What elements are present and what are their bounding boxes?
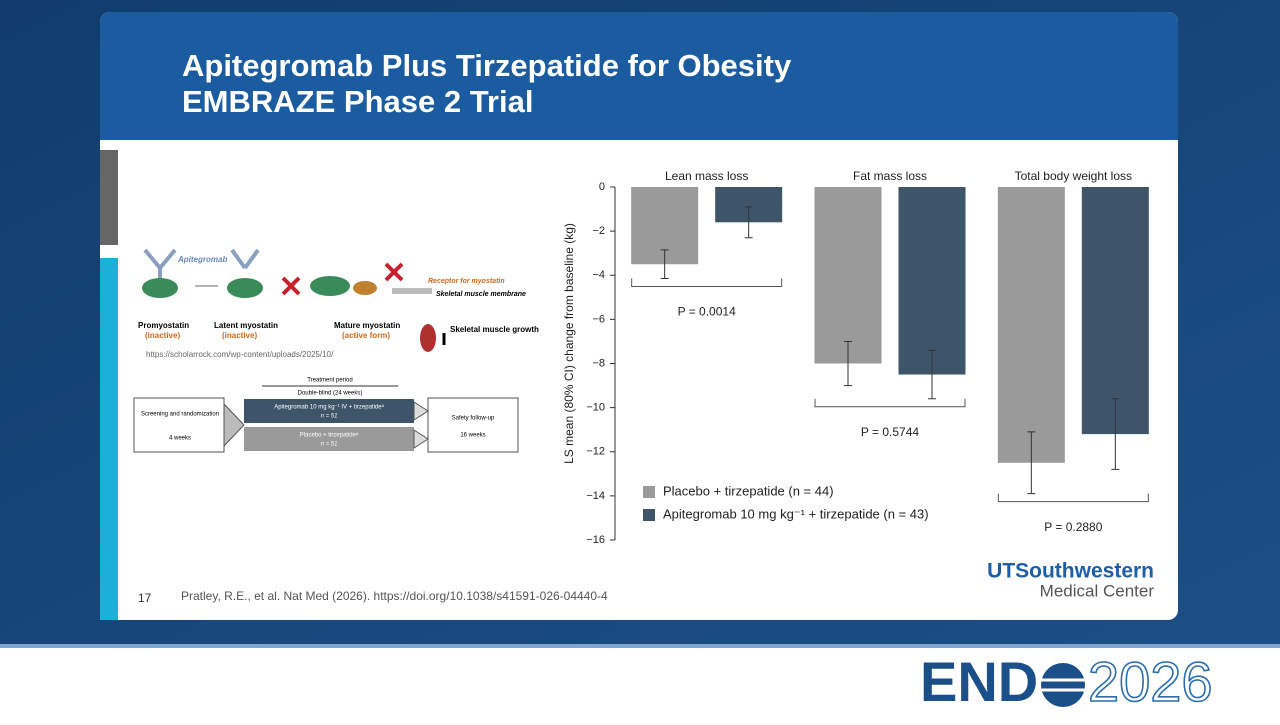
source-url: https://scholarrock.com/wp-content/uploa…	[146, 350, 334, 359]
y-tick-label: −2	[592, 225, 605, 237]
slide-title: Apitegromab Plus Tirzepatide for Obesity	[182, 48, 792, 83]
followup-label: Safety follow-up	[452, 416, 495, 422]
growth-label: Skeletal muscle growth	[450, 325, 539, 334]
p-value: P = 0.0014	[678, 305, 736, 319]
drug-label: Apitegromab	[177, 255, 227, 264]
citation: Pratley, R.E., et al. Nat Med (2026). ht…	[181, 589, 608, 603]
bar	[997, 187, 1065, 463]
y-tick-label: 0	[599, 181, 605, 193]
error-bar	[844, 340, 852, 387]
p-bracket	[814, 398, 966, 408]
endo-globe-lines	[1041, 678, 1085, 692]
arm-placebo-box	[244, 427, 414, 451]
y-tick-label: −4	[592, 269, 605, 281]
stage-name: Mature myostatin	[334, 321, 400, 330]
endo-right: 2026	[1088, 650, 1213, 713]
arm-label: Placebo + tirzepatideᵃ	[300, 433, 359, 439]
stage-name: Promyostatin	[138, 321, 189, 330]
stage-state: (inactive)	[222, 331, 257, 340]
legend-swatch	[643, 509, 655, 521]
slide-number: 17	[138, 591, 152, 605]
stage-state: (active form)	[342, 331, 390, 340]
stage-state: (inactive)	[145, 331, 180, 340]
chart: 0 −2 −4 −6 −8 −10 −12 −14 −16 LS mean (80% CI) ch…	[562, 169, 1149, 546]
error-bar	[744, 206, 753, 239]
followup-duration: 16 weeks	[460, 433, 485, 439]
screening-box	[133, 397, 225, 453]
slide-card	[100, 12, 1178, 620]
y-tick-label: −10	[586, 402, 605, 414]
arm-n: n = 51	[321, 442, 338, 448]
block-icon	[384, 262, 404, 282]
utsw-sub: Medical Center	[1040, 581, 1155, 600]
protein-icon	[227, 278, 263, 298]
protein-icon	[353, 281, 377, 295]
arm-label: Apitegromab 10 mg kg⁻¹ IV + tirzepatideᵃ	[274, 405, 384, 411]
slide-title: EMBRAZE Phase 2 Trial	[182, 84, 533, 119]
legend-label: Apitegromab 10 mg kg⁻¹ + tirzepatide (n …	[663, 506, 929, 521]
mechanism-diagram: Apitegromab Promyostatin (inactive) Late…	[138, 248, 539, 359]
followup-box	[427, 397, 519, 453]
y-tick-label: −16	[586, 534, 605, 546]
y-tick-label: −12	[586, 446, 605, 458]
error-bar	[1111, 398, 1120, 470]
y-tick-label: −8	[592, 357, 605, 369]
footer-line	[0, 644, 1280, 648]
membrane-label: Skeletal muscle membrane	[436, 291, 526, 298]
utsw-brand: UTSouthwestern	[987, 560, 1154, 583]
error-bar	[928, 349, 936, 400]
block-icon	[281, 276, 301, 296]
arm-n: n = 51	[321, 414, 338, 420]
screening-label: Screening and randomization	[141, 412, 219, 418]
protein-icon	[142, 278, 178, 298]
membrane-icon	[392, 288, 432, 294]
trial-design: Treatment period Double-blind (24 weeks)…	[133, 378, 519, 453]
muscle-icon	[420, 324, 436, 352]
error-bar	[660, 249, 669, 280]
screening-duration: 4 weeks	[169, 436, 191, 442]
arrow-shape	[413, 401, 429, 449]
category-label: Lean mass loss	[665, 169, 748, 183]
side-strip-gray	[100, 150, 118, 245]
y-tick-label: −14	[586, 490, 605, 502]
slide-header	[100, 12, 1178, 140]
period-label: Treatment period	[307, 378, 352, 384]
arm-active-box	[244, 399, 414, 423]
bar	[1081, 187, 1149, 435]
p-bracket	[631, 278, 783, 288]
arrow-shape	[223, 402, 245, 448]
bar	[898, 187, 966, 375]
y-axis-label: LS mean (80% CI) change from baseline (k…	[562, 223, 576, 464]
y-tick-label: −6	[592, 313, 605, 325]
endo-globe	[1041, 663, 1085, 707]
antibody-icon	[230, 248, 260, 270]
p-value: P = 0.2880	[1044, 520, 1102, 534]
legend-label: Placebo + tirzepatide (n = 44)	[663, 483, 834, 498]
receptor-label: Receptor for myostatin	[428, 278, 505, 285]
error-bar	[1027, 431, 1036, 495]
bar	[814, 187, 882, 364]
blind-label: Double-blind (24 weeks)	[298, 391, 363, 397]
category-label: Fat mass loss	[853, 169, 927, 183]
endo-left: END	[920, 650, 1038, 713]
category-label: Total body weight loss	[1015, 169, 1132, 183]
protein-icon	[310, 276, 350, 296]
side-strip-cyan	[100, 258, 118, 620]
p-value: P = 0.5744	[861, 425, 919, 439]
legend-swatch	[643, 486, 655, 498]
stage-name: Latent myostatin	[214, 321, 278, 330]
p-bracket	[997, 493, 1149, 503]
